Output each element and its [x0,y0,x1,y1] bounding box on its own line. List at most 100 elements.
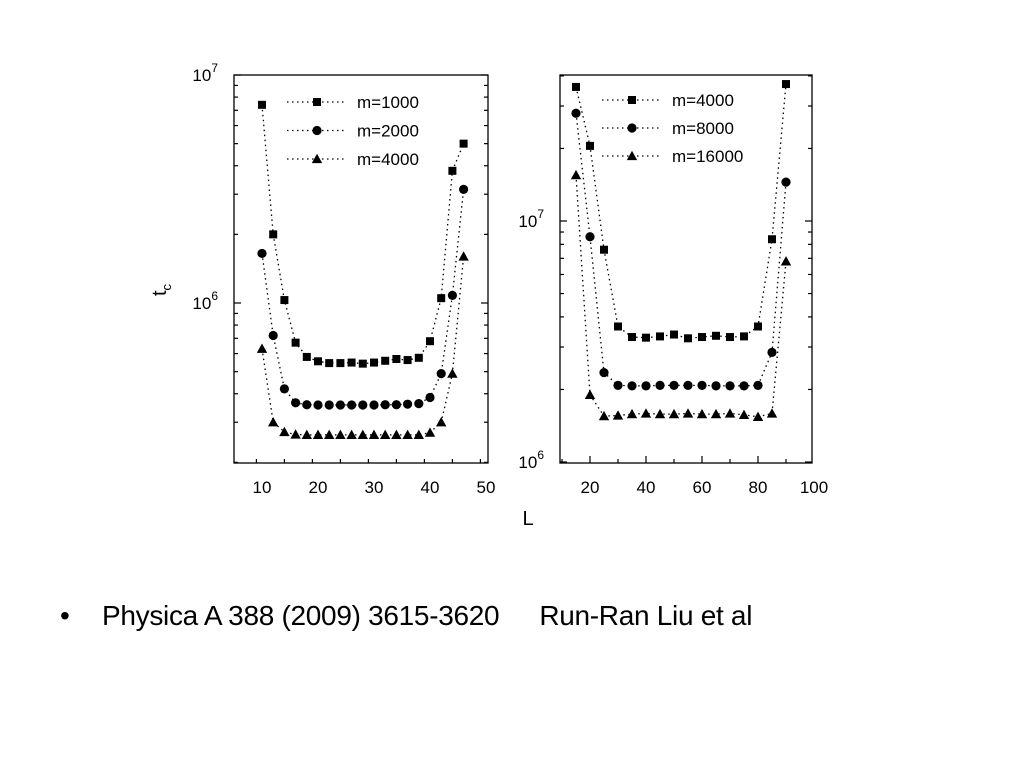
data-point-m=4000 [279,426,290,437]
data-point-m=4000 [436,417,447,427]
y-tick-label: 107 [518,207,544,231]
data-point-m=4000 [324,429,335,440]
data-point-m=16000 [584,389,596,399]
data-point-m=4000 [642,333,650,342]
data-point-m=4000 [670,330,678,339]
x-tick-label: 100 [800,478,828,497]
x-tick-label: 40 [421,478,440,497]
data-point-m=4000 [712,331,720,340]
data-point-m=2000 [257,248,267,259]
data-point-m=2000 [369,400,379,410]
data-point-m=2000 [459,184,469,194]
data-point-m=4000 [656,332,664,341]
data-point-m=4000 [256,343,268,353]
data-point-m=4000 [447,368,458,378]
data-point-m=1000 [280,296,289,305]
data-point-m=2000 [347,400,357,410]
data-point-m=8000 [753,380,763,390]
data-point-m=4000 [726,333,734,342]
figure: 10 20 30 40 50 106 107 m=1000 m=2000 m=4000 20 40 6… [149,61,828,530]
y-axis-label-subscript: c [159,283,174,290]
data-point-m=1000 [258,100,266,109]
data-point-m=16000 [626,408,638,419]
data-point-m=2000 [268,330,278,341]
data-point-m=2000 [324,400,334,410]
legend-marker [312,125,322,136]
data-point-m=4000 [312,429,324,440]
y-axis-label: tc [149,283,174,296]
x-tick-label: 30 [365,478,384,497]
data-point-m=16000 [612,410,624,420]
data-point-m=16000 [654,408,666,419]
data-point-m=2000 [302,400,312,410]
data-point-m=8000 [627,381,637,391]
data-point-m=8000 [725,381,735,391]
data-point-m=4000 [391,429,402,440]
data-point-m=4000 [424,427,436,437]
data-point-m=2000 [291,398,301,408]
data-point-m=1000 [414,353,423,362]
series-line-m=8000 [575,113,787,387]
data-point-m=1000 [370,358,378,367]
data-point-m=4000 [614,322,622,331]
x-tick-label: 20 [309,478,328,497]
y-tick-label: 106 [192,289,218,313]
data-point-m=16000 [780,256,792,266]
data-point-m=4000 [413,429,424,440]
data-point-m=8000 [669,380,679,390]
legend-label: m=16000 [672,147,743,166]
data-point-m=2000 [313,400,323,410]
citation-text: Physica A 388 (2009) 3615-3620 [102,600,500,631]
data-point-m=1000 [392,355,401,364]
legend-label: m=8000 [672,119,734,138]
data-point-m=4000 [586,141,594,150]
data-point-m=2000 [425,392,435,403]
data-point-m=1000 [291,338,300,347]
legend-marker [313,98,321,106]
data-point-m=16000 [696,408,708,419]
x-tick-label: 80 [749,478,768,497]
series-line-m=2000 [261,189,465,406]
data-point-m=8000 [739,381,749,391]
data-point-m=16000 [682,408,694,418]
series-line-m=1000 [261,104,465,365]
data-point-m=4000 [380,429,391,440]
data-point-m=1000 [437,294,446,303]
left-panel: 10 20 30 40 50 106 107 m=1000 m=2000 m=4000 [192,61,495,497]
data-point-m=4000 [684,334,692,343]
legend-label: m=2000 [357,122,419,141]
data-point-m=8000 [711,381,721,391]
data-point-m=4000 [782,80,790,89]
right-panel: 20 40 60 80 100 106 107 m=4000 m=8000 m=16000 [518,74,828,497]
data-point-m=4000 [346,429,357,440]
y-tick-label: 107 [192,61,218,85]
data-point-m=1000 [325,359,334,368]
data-point-m=16000 [570,169,582,180]
data-point-m=2000 [279,384,289,394]
data-point-m=8000 [613,380,623,390]
data-point-m=1000 [314,357,322,366]
legend-marker [627,123,637,133]
data-point-m=16000 [668,408,680,419]
bullet-marker: • [60,600,70,631]
x-tick-label: 20 [581,478,600,497]
data-point-m=4000 [754,322,762,331]
legend-marker [626,150,638,161]
data-point-m=16000 [640,408,652,418]
data-point-m=8000 [767,347,777,357]
data-point-m=8000 [683,380,693,390]
y-axis-label-main: t [149,290,171,296]
data-point-m=4000 [600,245,608,254]
authors-text: Run-Ran Liu et al [539,600,753,631]
data-point-m=2000 [380,400,390,410]
data-point-m=4000 [301,429,312,440]
legend-label: m=4000 [357,150,419,169]
data-point-m=4000 [402,429,413,440]
data-point-m=1000 [403,356,412,365]
data-point-m=1000 [381,356,390,365]
data-point-m=8000 [599,367,609,378]
data-point-m=1000 [448,166,457,175]
data-point-m=1000 [269,230,278,239]
x-tick-label: 60 [693,478,712,497]
x-tick-label: 10 [253,478,272,497]
